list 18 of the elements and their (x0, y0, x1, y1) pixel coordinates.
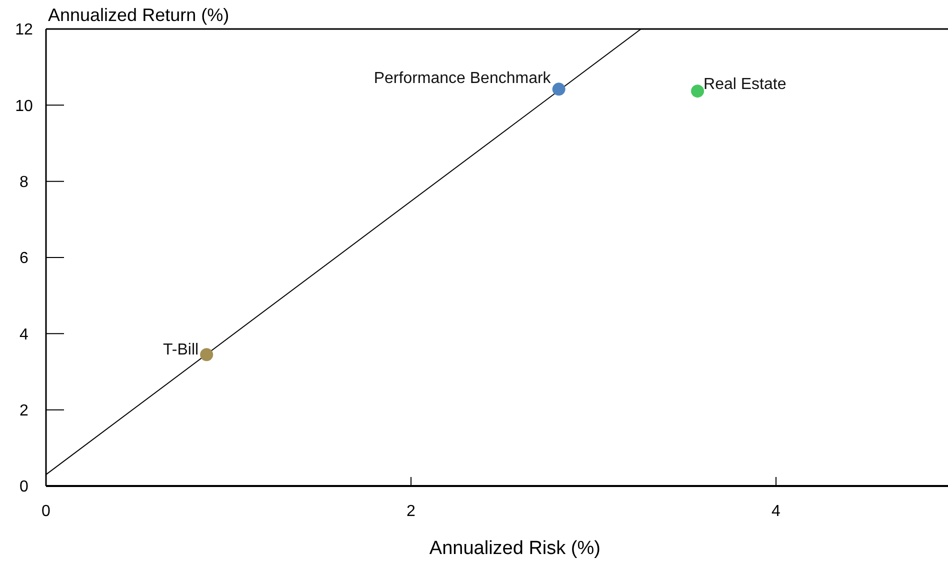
y-tick-label: 4 (20, 326, 29, 344)
series-label: Performance Benchmark (374, 70, 552, 88)
y-tick-label: 8 (20, 174, 29, 191)
y-tick-label: 2 (20, 402, 29, 420)
x-axis-title: Annualized Risk (%) (429, 538, 600, 559)
y-tick-label: 10 (15, 98, 33, 115)
y-tick-label: 12 (15, 22, 33, 39)
y-tick-label: 6 (20, 250, 29, 268)
x-tick-label: 4 (772, 503, 781, 520)
y-axis-title: Annualized Return (%) (48, 5, 230, 25)
point (691, 84, 704, 98)
series-label: T-Bill (163, 342, 199, 359)
x-tick-label: 0 (42, 503, 51, 520)
point (552, 82, 566, 96)
x-tick-label: 2 (406, 503, 416, 520)
y-tick-label: 0 (20, 478, 29, 496)
point (200, 348, 214, 362)
series-label: Real Estate (704, 76, 786, 94)
